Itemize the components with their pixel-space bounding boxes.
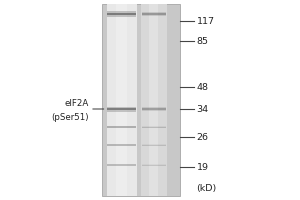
Bar [142,164,166,166]
Bar [142,13,166,15]
Bar [107,144,136,146]
Bar [107,164,136,166]
Bar [142,127,166,128]
Text: 34: 34 [196,104,208,114]
Bar [142,12,166,16]
Bar [142,144,166,146]
Text: (pSer51): (pSer51) [51,112,88,121]
Bar [141,4,167,196]
Bar [142,164,166,166]
Bar [107,126,136,128]
Text: 85: 85 [196,36,208,46]
Bar [142,144,166,146]
Bar [107,13,136,15]
Bar [107,126,136,128]
Text: eIF2A: eIF2A [64,98,88,108]
Bar [116,4,127,196]
Text: 117: 117 [196,17,214,25]
Bar [142,108,166,110]
Bar [102,4,180,196]
Text: 48: 48 [196,83,208,92]
Bar [107,11,136,17]
Bar [107,108,136,110]
Bar [142,107,166,111]
Bar [107,164,136,166]
Bar [149,4,158,196]
Bar [107,106,136,112]
Text: (kD): (kD) [196,184,217,192]
Text: 19: 19 [196,162,208,171]
Bar [107,144,136,146]
Text: 26: 26 [196,132,208,142]
Bar [142,126,166,128]
Bar [106,4,136,196]
